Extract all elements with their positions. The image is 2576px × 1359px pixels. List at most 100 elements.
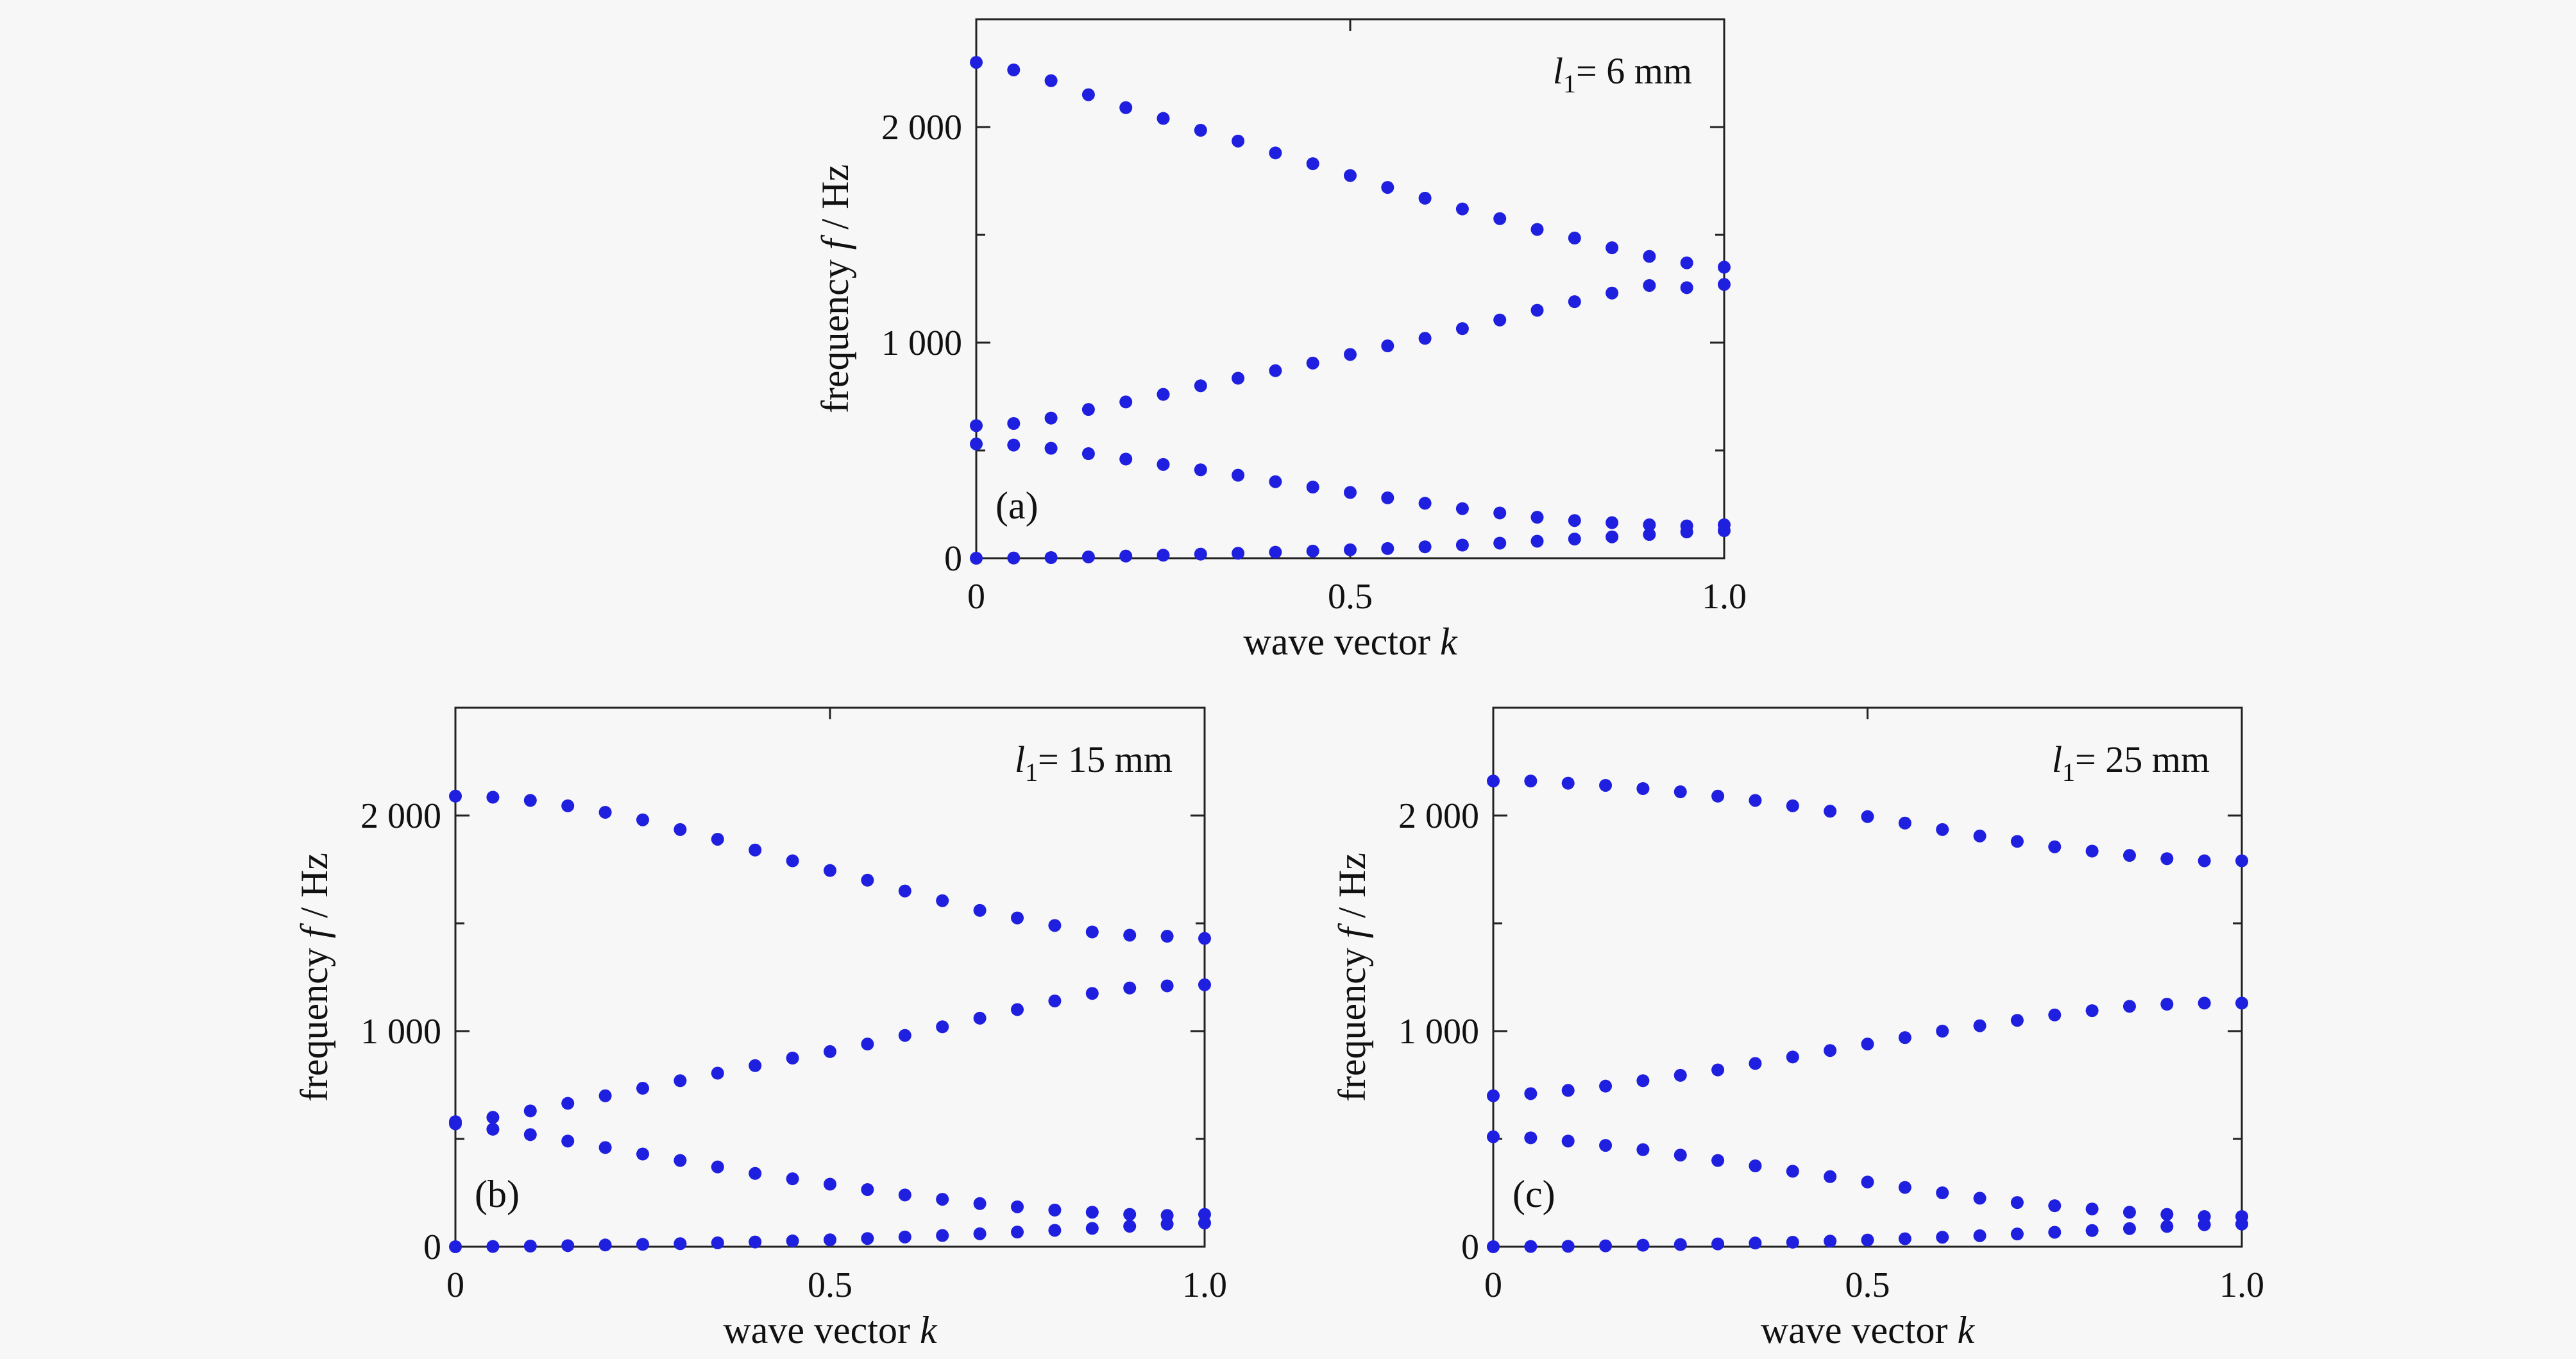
- data-point: [861, 1183, 874, 1196]
- data-point: [1455, 502, 1469, 515]
- data-point: [1861, 810, 1874, 823]
- data-point: [2160, 852, 2174, 866]
- data-point: [1568, 295, 1581, 309]
- data-point: [824, 1233, 836, 1247]
- data-point: [1898, 1031, 1911, 1045]
- data-point: [1786, 799, 1799, 812]
- x-axis-label: wave vector k: [1243, 620, 1458, 663]
- data-point: [1936, 1025, 1949, 1038]
- data-point: [1081, 550, 1095, 563]
- data-point: [1718, 261, 1731, 274]
- data-point: [1786, 1165, 1799, 1178]
- chart-panel-3: 0 1 000 2 000 0 0.5 1.0 wave vector k frequency…: [1331, 706, 2264, 1351]
- data-point: [1636, 1074, 1650, 1088]
- data-point: [936, 1193, 949, 1206]
- data-point: [1269, 364, 1282, 377]
- series-1: [1487, 1217, 2248, 1253]
- data-point: [636, 1082, 649, 1095]
- x-tick-label: 0.5: [1328, 577, 1373, 617]
- data-point: [486, 1111, 500, 1124]
- data-point: [1680, 519, 1693, 533]
- data-point: [1636, 1238, 1650, 1252]
- data-point: [1306, 481, 1319, 494]
- data-point: [561, 799, 575, 812]
- series-1: [970, 524, 1731, 565]
- data-point: [973, 903, 987, 917]
- data-point: [786, 1052, 799, 1064]
- data-point: [1081, 447, 1095, 461]
- data-point: [1493, 313, 1507, 327]
- data-point: [1157, 112, 1170, 125]
- data-point: [1973, 1019, 1987, 1032]
- data-point: [1493, 536, 1507, 550]
- data-point: [2048, 840, 2062, 853]
- data-point: [1898, 1232, 1911, 1245]
- chart-panel-2: 0 1 000 2 000 0 0.5 1.0 wave vector k frequency…: [293, 706, 1227, 1351]
- data-point: [1381, 491, 1394, 504]
- data-point: [1048, 1203, 1062, 1217]
- data-point: [1232, 134, 1245, 148]
- data-point: [711, 1236, 724, 1249]
- data-point: [1306, 356, 1319, 370]
- data-point: [1048, 994, 1062, 1007]
- data-point: [2160, 998, 2174, 1011]
- data-point: [1119, 101, 1133, 114]
- data-point: [1674, 785, 1687, 799]
- x-axis-label: wave vector k: [1761, 1309, 1976, 1351]
- x-tick-label: 0: [1484, 1265, 1502, 1305]
- data-point: [1568, 514, 1581, 527]
- parameter-annotation: l1= 15 mm: [1015, 739, 1173, 787]
- data-point: [1718, 518, 1731, 531]
- data-point: [1198, 978, 1211, 991]
- data-point: [1194, 124, 1207, 137]
- data-point: [486, 1122, 500, 1136]
- data-point: [970, 56, 983, 69]
- data-point: [598, 1141, 612, 1154]
- data-point: [1007, 63, 1021, 76]
- data-point: [749, 843, 762, 857]
- data-point: [711, 1160, 724, 1174]
- data-point: [674, 1154, 687, 1167]
- data-point: [674, 823, 687, 836]
- data-point: [1119, 549, 1133, 563]
- y-tick-label: 0: [423, 1227, 441, 1267]
- data-point: [1606, 530, 1619, 543]
- data-point: [598, 1089, 612, 1102]
- data-point: [898, 884, 911, 898]
- data-point: [1160, 979, 1174, 993]
- data-point: [598, 805, 612, 819]
- data-point: [1011, 1200, 1024, 1213]
- data-point: [1561, 776, 1575, 790]
- y-axis-label: frequency f / Hz: [293, 853, 335, 1102]
- data-point: [1381, 339, 1394, 353]
- data-point: [523, 1104, 537, 1118]
- series-2: [970, 437, 1731, 533]
- data-point: [1011, 1226, 1024, 1239]
- data-point: [1643, 528, 1656, 542]
- data-point: [824, 1177, 836, 1191]
- data-point: [2010, 835, 2024, 848]
- y-tick-label: 2 000: [360, 796, 441, 836]
- data-point: [1898, 1181, 1911, 1194]
- data-point: [486, 1240, 500, 1253]
- data-point: [1599, 1239, 1613, 1252]
- data-point: [1599, 778, 1613, 792]
- data-point: [973, 1011, 987, 1025]
- data-point: [936, 1229, 949, 1242]
- x-tick-label: 0: [446, 1265, 464, 1305]
- data-point: [1680, 256, 1693, 269]
- data-point: [1606, 286, 1619, 300]
- data-point: [1306, 544, 1319, 558]
- data-point: [1081, 88, 1095, 101]
- data-point: [898, 1230, 911, 1244]
- data-point: [2160, 1220, 2174, 1233]
- data-point: [1011, 911, 1024, 925]
- data-point: [2048, 1008, 2062, 1021]
- data-point: [1119, 395, 1133, 409]
- data-point: [2048, 1226, 2062, 1239]
- x-tick-label: 1.0: [2219, 1265, 2264, 1305]
- data-point: [1643, 250, 1656, 263]
- data-point: [1561, 1084, 1575, 1097]
- x-tick-label: 0: [967, 577, 985, 617]
